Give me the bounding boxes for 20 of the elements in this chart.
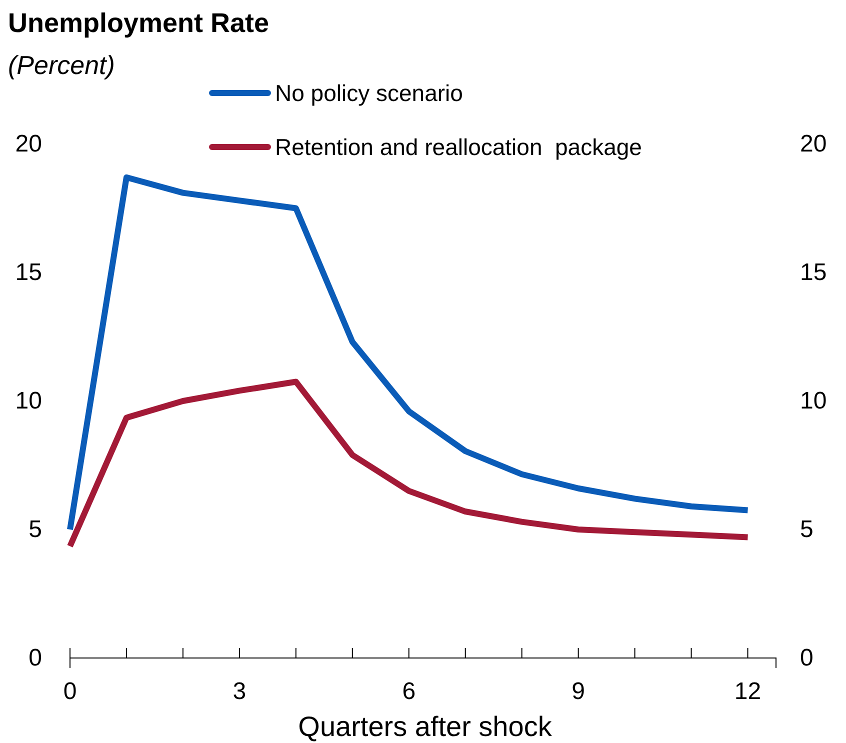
y2-tick-label: 15 — [800, 259, 827, 286]
legend-label: No policy scenario — [275, 80, 463, 106]
y-tick-label: 20 — [15, 130, 42, 158]
x-tick-label: 0 — [63, 678, 77, 706]
x-tick-label: 6 — [402, 678, 416, 706]
x-axis-title: Quarters after shock — [298, 711, 553, 742]
y-tick-label: 0 — [28, 644, 42, 672]
chart-title: Unemployment Rate — [8, 8, 270, 38]
x-tick-label: 3 — [232, 678, 246, 706]
y2-tick-label: 0 — [800, 644, 814, 672]
y2-tick-label: 5 — [800, 516, 814, 544]
chart-subtitle: (Percent) — [8, 50, 115, 80]
y2-tick-label: 10 — [800, 388, 827, 415]
x-tick-label: 12 — [734, 678, 762, 706]
x-tick-label: 9 — [572, 678, 585, 706]
y-tick-label: 15 — [15, 259, 42, 286]
y-tick-label: 5 — [28, 516, 42, 544]
y-tick-label: 10 — [15, 388, 42, 415]
y2-tick-label: 20 — [800, 130, 827, 158]
legend-label: Retention and reallocation package — [275, 134, 642, 160]
